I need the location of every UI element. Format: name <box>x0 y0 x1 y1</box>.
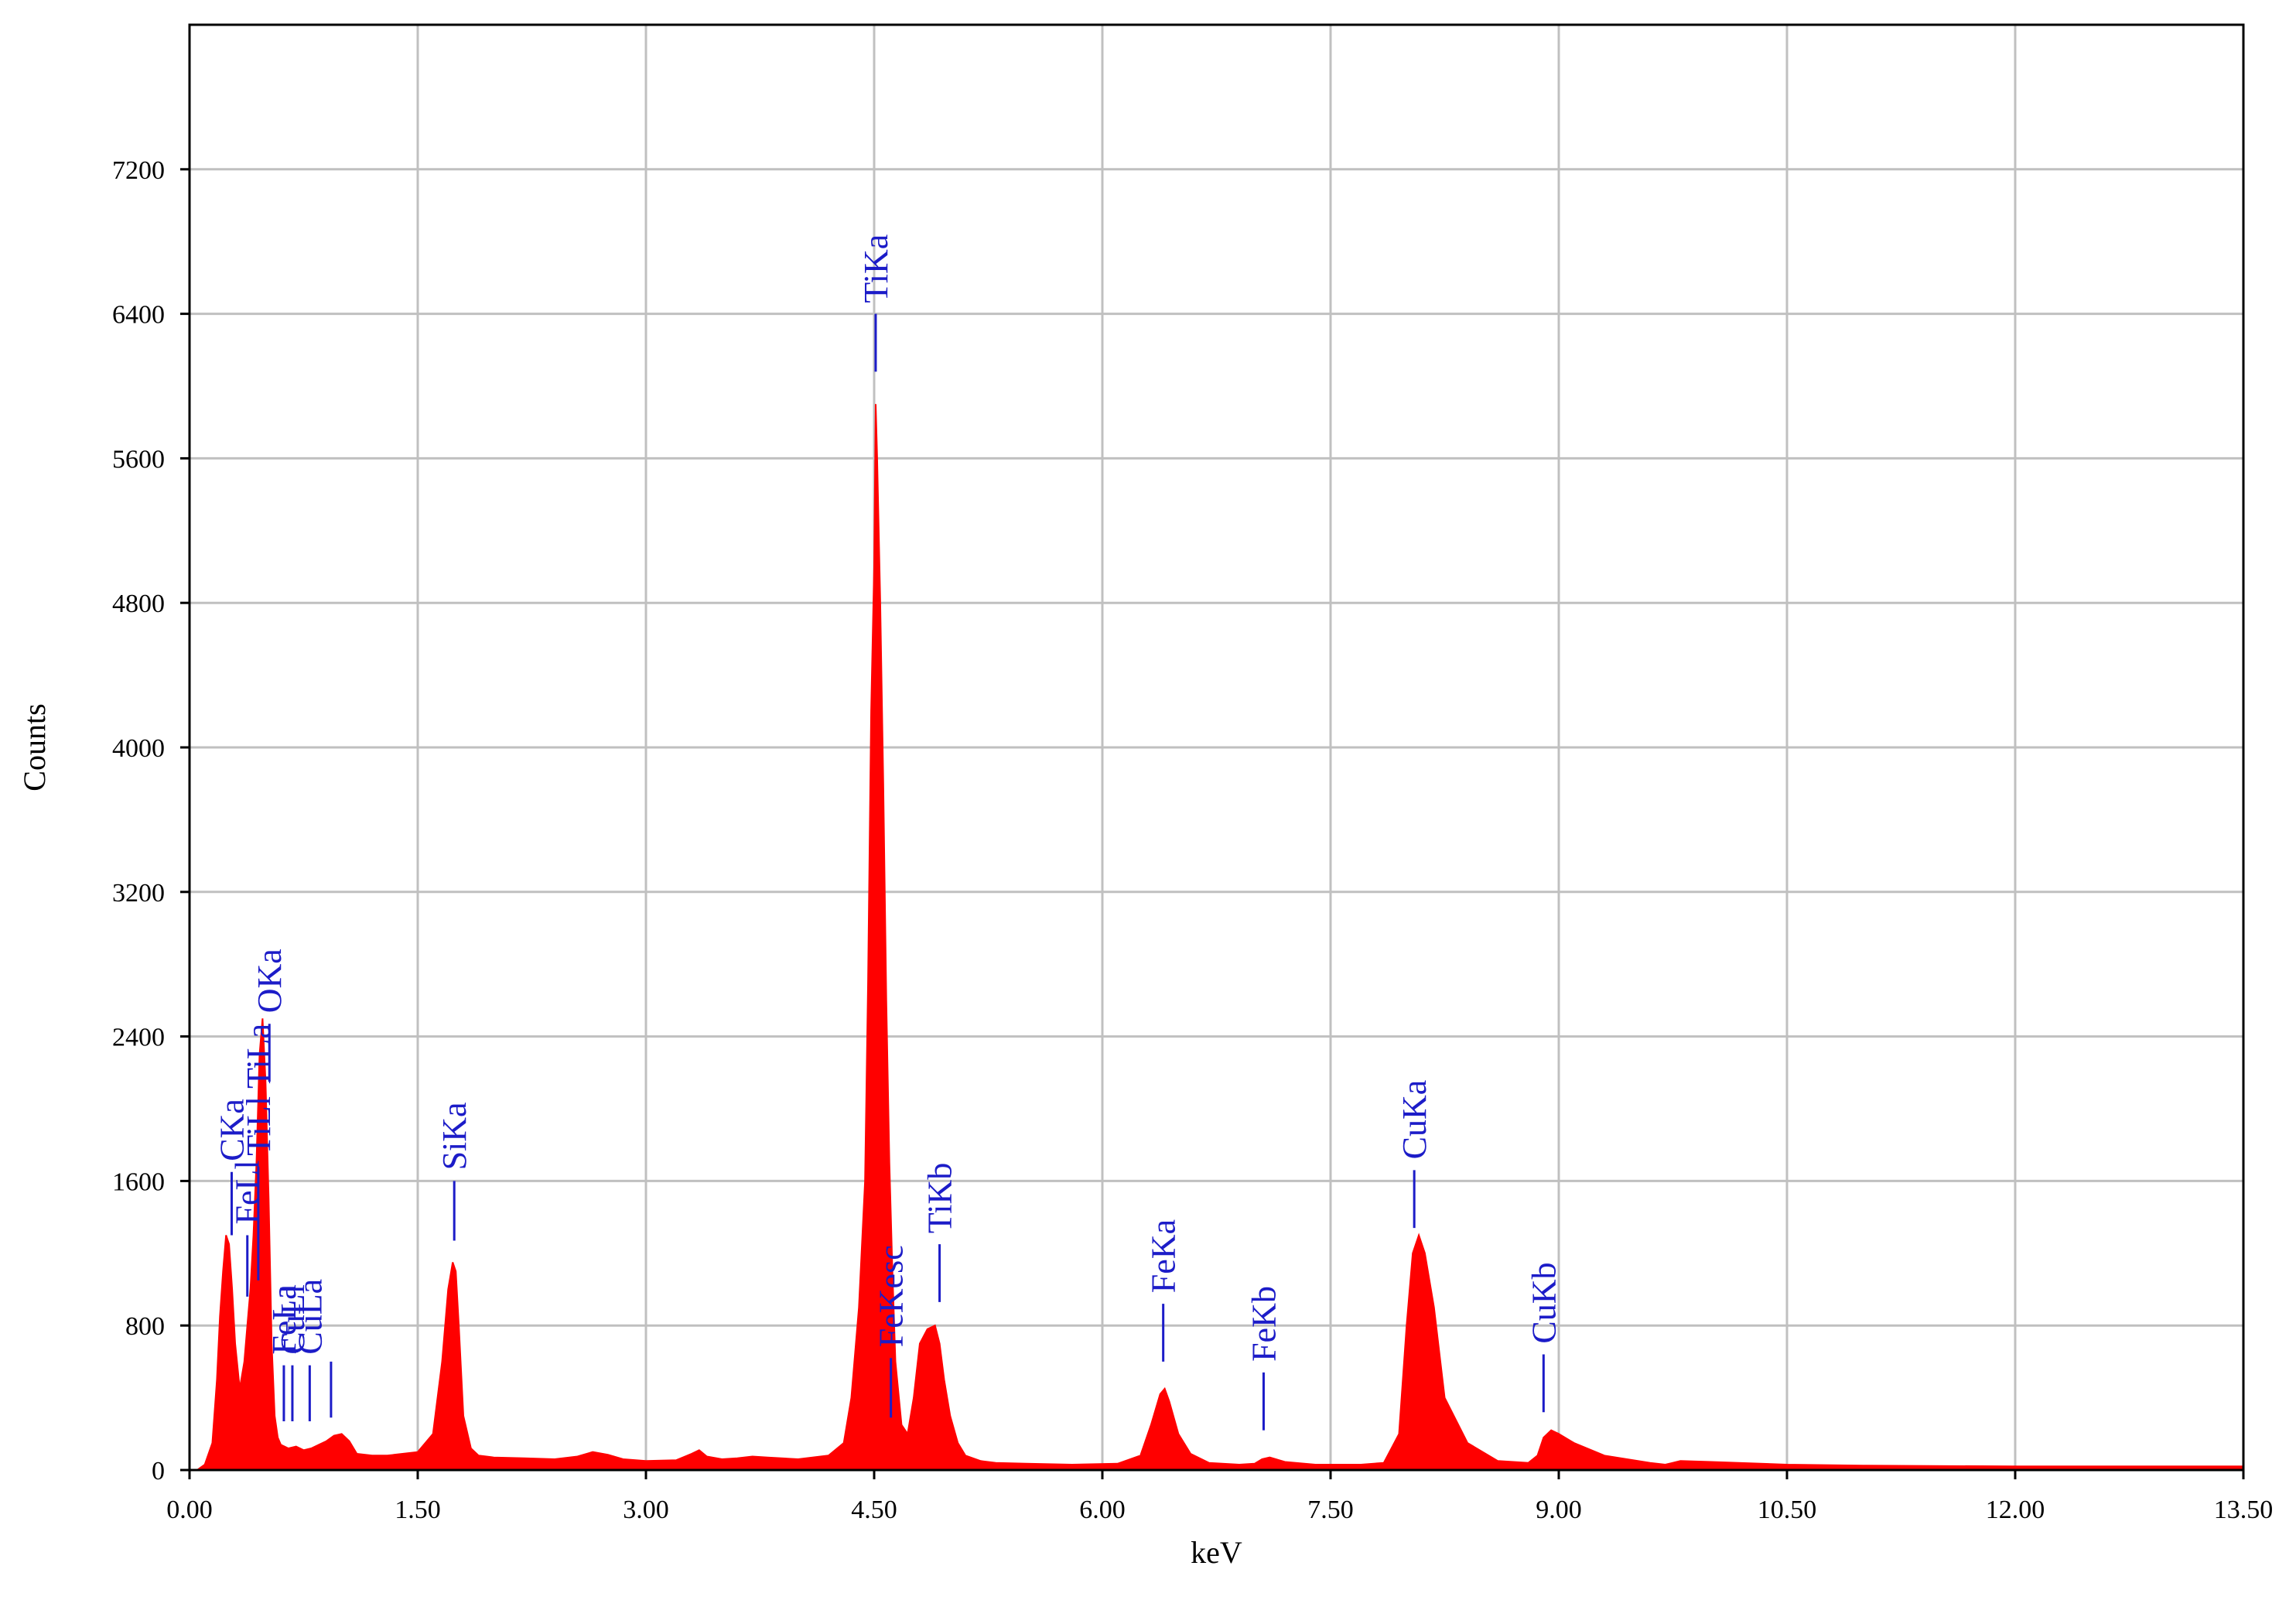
x-tick-label: 7.50 <box>1307 1496 1354 1524</box>
peak-label: CKa <box>213 1099 251 1161</box>
y-tick-label: 5600 <box>112 445 165 474</box>
x-tick-label: 13.50 <box>2214 1496 2274 1524</box>
y-tick-labels: 0 800 1600 2400 3200 4000 4800 5600 6400 7200 <box>112 156 190 1486</box>
peak-label: TiLl TiLa <box>240 1024 278 1156</box>
y-tick-label: 3200 <box>112 879 165 908</box>
x-tick-label: 4.50 <box>851 1496 897 1524</box>
x-tick-label: 0.00 <box>166 1496 213 1524</box>
x-tick-label: 6.00 <box>1079 1496 1126 1524</box>
peak-label: FeKesc <box>873 1245 911 1347</box>
peak-label: SiKa <box>436 1102 473 1170</box>
x-tick-label: 1.50 <box>395 1496 441 1524</box>
peak-label: CuKa <box>1396 1080 1433 1160</box>
y-tick-label: 6400 <box>112 301 165 330</box>
spectrum-area <box>194 404 2244 1471</box>
y-tick-label: 0 <box>152 1457 165 1486</box>
x-axis-title: keV <box>1191 1535 1242 1570</box>
x-tick-label: 9.00 <box>1536 1496 1582 1524</box>
peak-label: FeKb <box>1245 1286 1283 1362</box>
y-tick-label: 4000 <box>112 734 165 763</box>
peak-label: FeKa <box>1145 1219 1183 1293</box>
y-tick-label: 4800 <box>112 590 165 618</box>
y-axis-title: Counts <box>17 703 52 791</box>
peak-label: OKa <box>251 949 289 1013</box>
grid-lines <box>190 25 2243 1470</box>
peak-label: FeLa <box>265 1284 303 1354</box>
x-tick-labels: 0.00 1.50 3.00 4.50 6.00 7.50 9.00 10.50 12.00 13… <box>166 1470 2273 1524</box>
peak-label: FeLl <box>229 1160 267 1224</box>
peak-label: CuLa <box>291 1279 329 1355</box>
peak-label: TiKa <box>857 234 895 303</box>
peak-label: TiKb <box>921 1163 959 1233</box>
x-tick-label: 12.00 <box>1986 1496 2045 1524</box>
y-tick-label: 800 <box>125 1312 165 1341</box>
y-tick-label: 2400 <box>112 1024 165 1052</box>
peak-label: CuKb <box>1525 1262 1563 1343</box>
peak-markers <box>230 313 1545 1431</box>
x-tick-label: 10.50 <box>1758 1496 1817 1524</box>
peak-label: CuLl <box>274 1284 312 1354</box>
x-tick-label: 3.00 <box>623 1496 669 1524</box>
y-tick-label: 7200 <box>112 156 165 185</box>
spectrum-layer <box>194 404 2244 1471</box>
y-tick-label: 1600 <box>112 1168 165 1196</box>
